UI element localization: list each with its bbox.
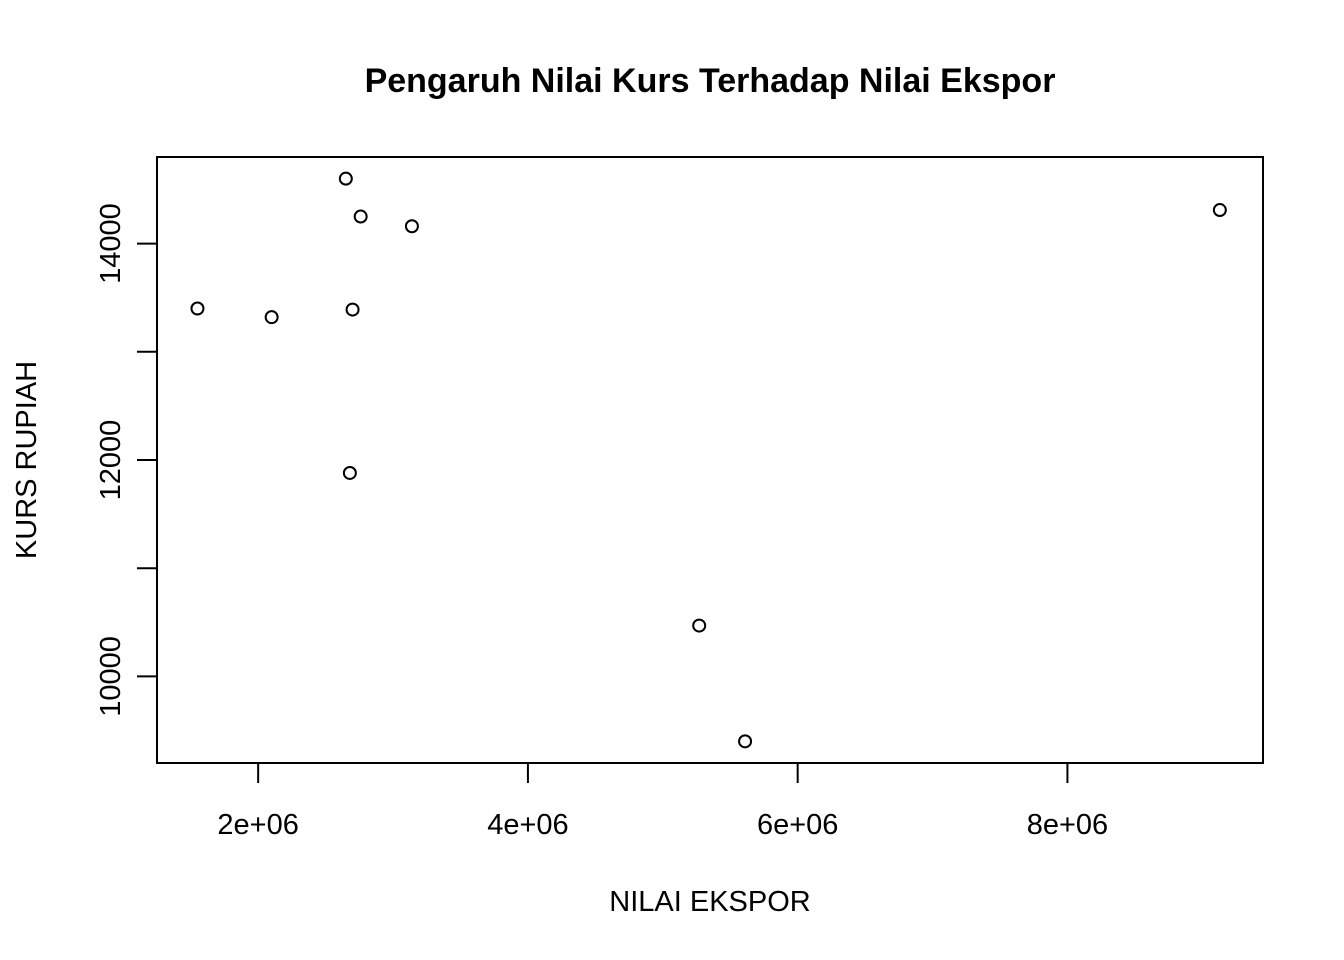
y-tick-label: 12000 [95, 420, 127, 501]
chart-title: Pengaruh Nilai Kurs Terhadap Nilai Ekspo… [365, 62, 1056, 100]
data-point [190, 301, 205, 316]
x-tick-label: 2e+06 [217, 809, 298, 841]
x-axis-label: NILAI EKSPOR [609, 886, 810, 918]
x-tick-label: 8e+06 [1027, 809, 1108, 841]
x-axis: 2e+06 4e+06 6e+06 8e+06 [217, 762, 1108, 841]
y-tick-label: 10000 [95, 636, 127, 717]
data-point [345, 302, 360, 317]
data-point [738, 734, 753, 749]
data-point [353, 209, 368, 224]
plot-frame [156, 156, 1264, 764]
x-tick-label: 4e+06 [487, 809, 568, 841]
data-point [692, 618, 707, 633]
data-point [338, 171, 353, 186]
data-point [1212, 203, 1227, 218]
x-tick-label: 6e+06 [757, 809, 838, 841]
data-point [264, 310, 279, 325]
data-points [190, 171, 1227, 749]
y-axis: 10000 12000 14000 [95, 203, 158, 717]
y-axis-label: KURS RUPIAH [11, 361, 43, 559]
data-point [404, 219, 419, 234]
y-tick-label: 14000 [95, 203, 127, 284]
data-point [342, 465, 357, 480]
